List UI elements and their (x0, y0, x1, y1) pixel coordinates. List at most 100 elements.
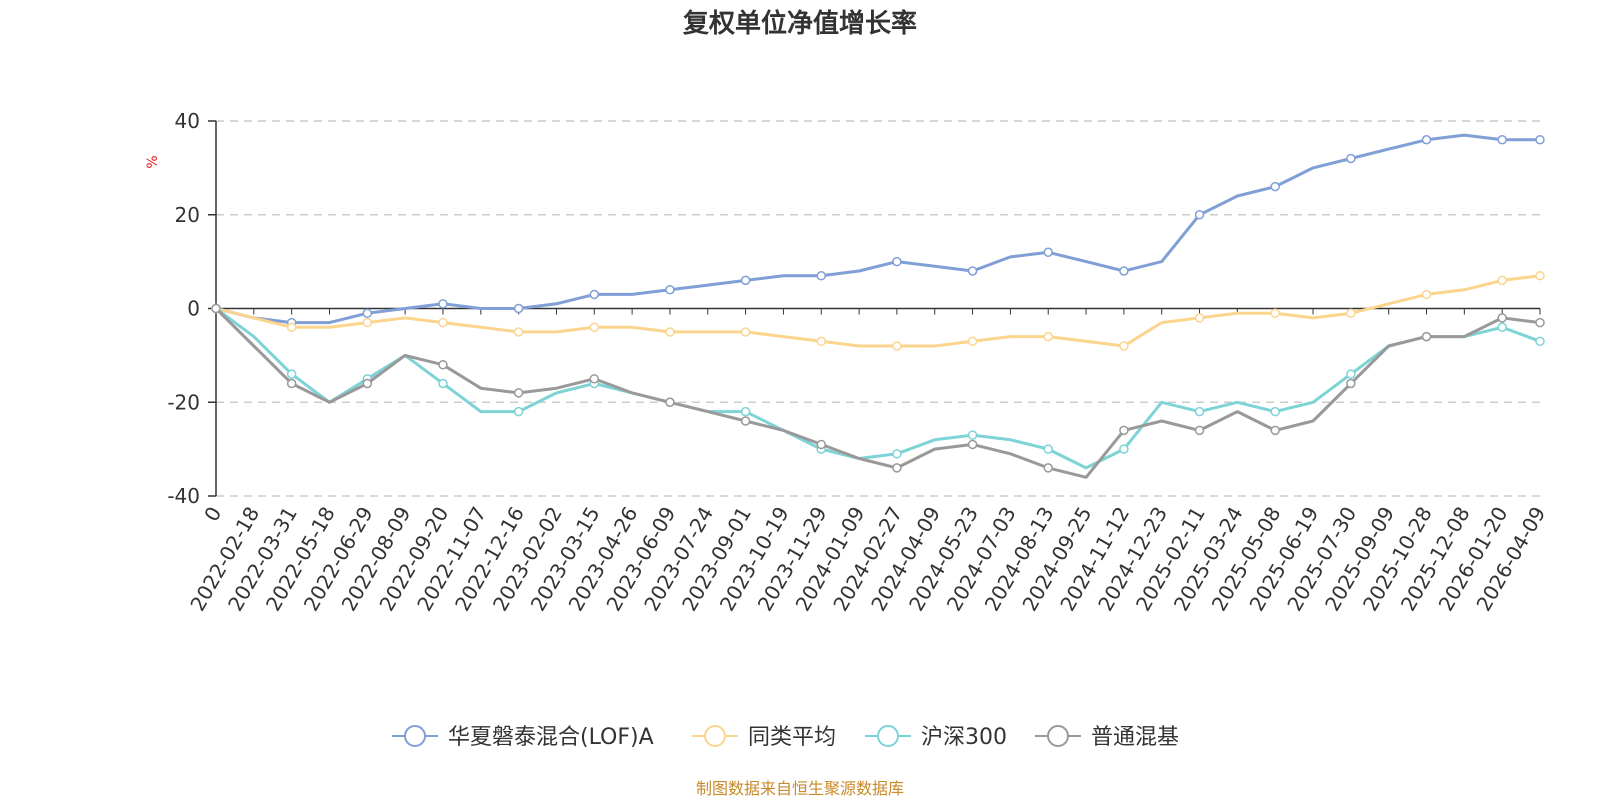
data-point (892, 449, 902, 459)
data-point (1043, 463, 1053, 473)
legend-label: 普通混基 (1091, 725, 1179, 750)
series-line (215, 274, 1541, 348)
data-point (892, 256, 902, 267)
y-tick-label: -20 (167, 390, 200, 414)
data-point (438, 299, 448, 309)
data-point (589, 374, 600, 384)
data-point (1497, 313, 1507, 323)
legend-circle-icon (877, 725, 899, 747)
data-point (438, 378, 448, 389)
data-point (892, 341, 902, 351)
data-point (1497, 275, 1507, 286)
legend-label: 沪深300 (921, 725, 1007, 750)
x-tick-labels: 02022-02-182022-03-312022-05-182022-06-2… (185, 502, 1550, 615)
y-axis-unit-label: % (145, 155, 161, 168)
data-point (1119, 341, 1129, 351)
legend-label: 华夏磐泰混合(LOF)A (448, 725, 654, 750)
series-line (215, 133, 1540, 325)
data-point (967, 336, 978, 347)
data-point (1270, 406, 1280, 417)
data-point (513, 303, 524, 314)
data-point (1346, 153, 1356, 164)
data-point (740, 416, 751, 426)
data-point (286, 322, 297, 332)
chart-title: 复权单位净值增长率 (683, 8, 917, 39)
y-tick-label: -40 (167, 484, 200, 508)
data-point (892, 463, 902, 473)
data-point (740, 327, 751, 337)
y-tick-label: 40 (175, 109, 200, 133)
y-tick-label: 20 (175, 203, 200, 227)
legend-label: 同类平均 (748, 725, 836, 750)
data-point (665, 397, 675, 407)
legend-item[interactable]: 华夏磐泰混合(LOF)A (392, 725, 654, 750)
data-point (1194, 425, 1205, 436)
data-point (1270, 425, 1280, 436)
data-source-note: 制图数据来自恒生聚源数据库 (696, 779, 904, 798)
legend-circle-icon (1047, 725, 1069, 747)
data-point (1535, 317, 1545, 328)
data-point (1194, 210, 1205, 220)
data-point (740, 275, 751, 286)
data-point (665, 327, 675, 337)
data-point (362, 378, 373, 389)
data-point (362, 308, 373, 318)
data-point (665, 285, 675, 295)
series-3 (211, 303, 1545, 479)
data-point (286, 378, 297, 389)
legend-item[interactable]: 同类平均 (692, 725, 836, 750)
series-line (214, 307, 1541, 479)
y-tick-label: 0 (187, 297, 200, 321)
data-point (1043, 331, 1053, 342)
data-point (1346, 369, 1356, 379)
data-point (1270, 308, 1280, 318)
data-point (1421, 289, 1432, 300)
data-point (1497, 322, 1507, 332)
data-point (513, 406, 524, 417)
data-point (589, 322, 600, 332)
data-point (1119, 444, 1129, 454)
grid-lines (216, 120, 1540, 497)
data-point (1119, 425, 1129, 436)
series-2 (211, 303, 1545, 470)
data-point (816, 336, 827, 347)
data-point (286, 369, 297, 379)
data-point (967, 439, 978, 450)
data-point (589, 289, 600, 300)
data-point (1421, 331, 1432, 342)
data-point (1535, 135, 1545, 145)
data-point (740, 406, 751, 417)
data-point (1043, 444, 1053, 454)
data-point (1194, 313, 1205, 323)
legend-item[interactable]: 普通混基 (1035, 725, 1179, 750)
data-point (1535, 336, 1545, 347)
legend-item[interactable]: 沪深300 (865, 725, 1007, 750)
data-point (1497, 135, 1507, 145)
data-point (438, 317, 448, 328)
data-point (1270, 181, 1280, 192)
data-point (513, 327, 524, 337)
series-1 (211, 270, 1545, 351)
data-point (438, 360, 448, 370)
data-point (1346, 378, 1356, 389)
data-point (1194, 406, 1205, 417)
data-point (1346, 308, 1356, 318)
y-tick-labels: 40 20 0 -20 -40 (167, 109, 200, 508)
data-point (1421, 135, 1432, 145)
data-point (967, 430, 978, 440)
data-point (816, 270, 827, 281)
data-point (362, 317, 373, 328)
series-group (211, 133, 1545, 479)
data-point (1043, 247, 1053, 257)
data-point (1535, 270, 1545, 281)
data-point (211, 303, 221, 314)
data-point (513, 388, 524, 398)
data-point (1119, 266, 1129, 276)
legend[interactable]: 华夏磐泰混合(LOF)A 同类平均 沪深300 普通混基 (392, 725, 1179, 750)
series-line (215, 307, 1541, 470)
legend-circle-icon (404, 725, 426, 747)
series-0 (211, 133, 1545, 328)
data-point (967, 266, 978, 276)
x-tick-label: 0 (199, 503, 226, 526)
